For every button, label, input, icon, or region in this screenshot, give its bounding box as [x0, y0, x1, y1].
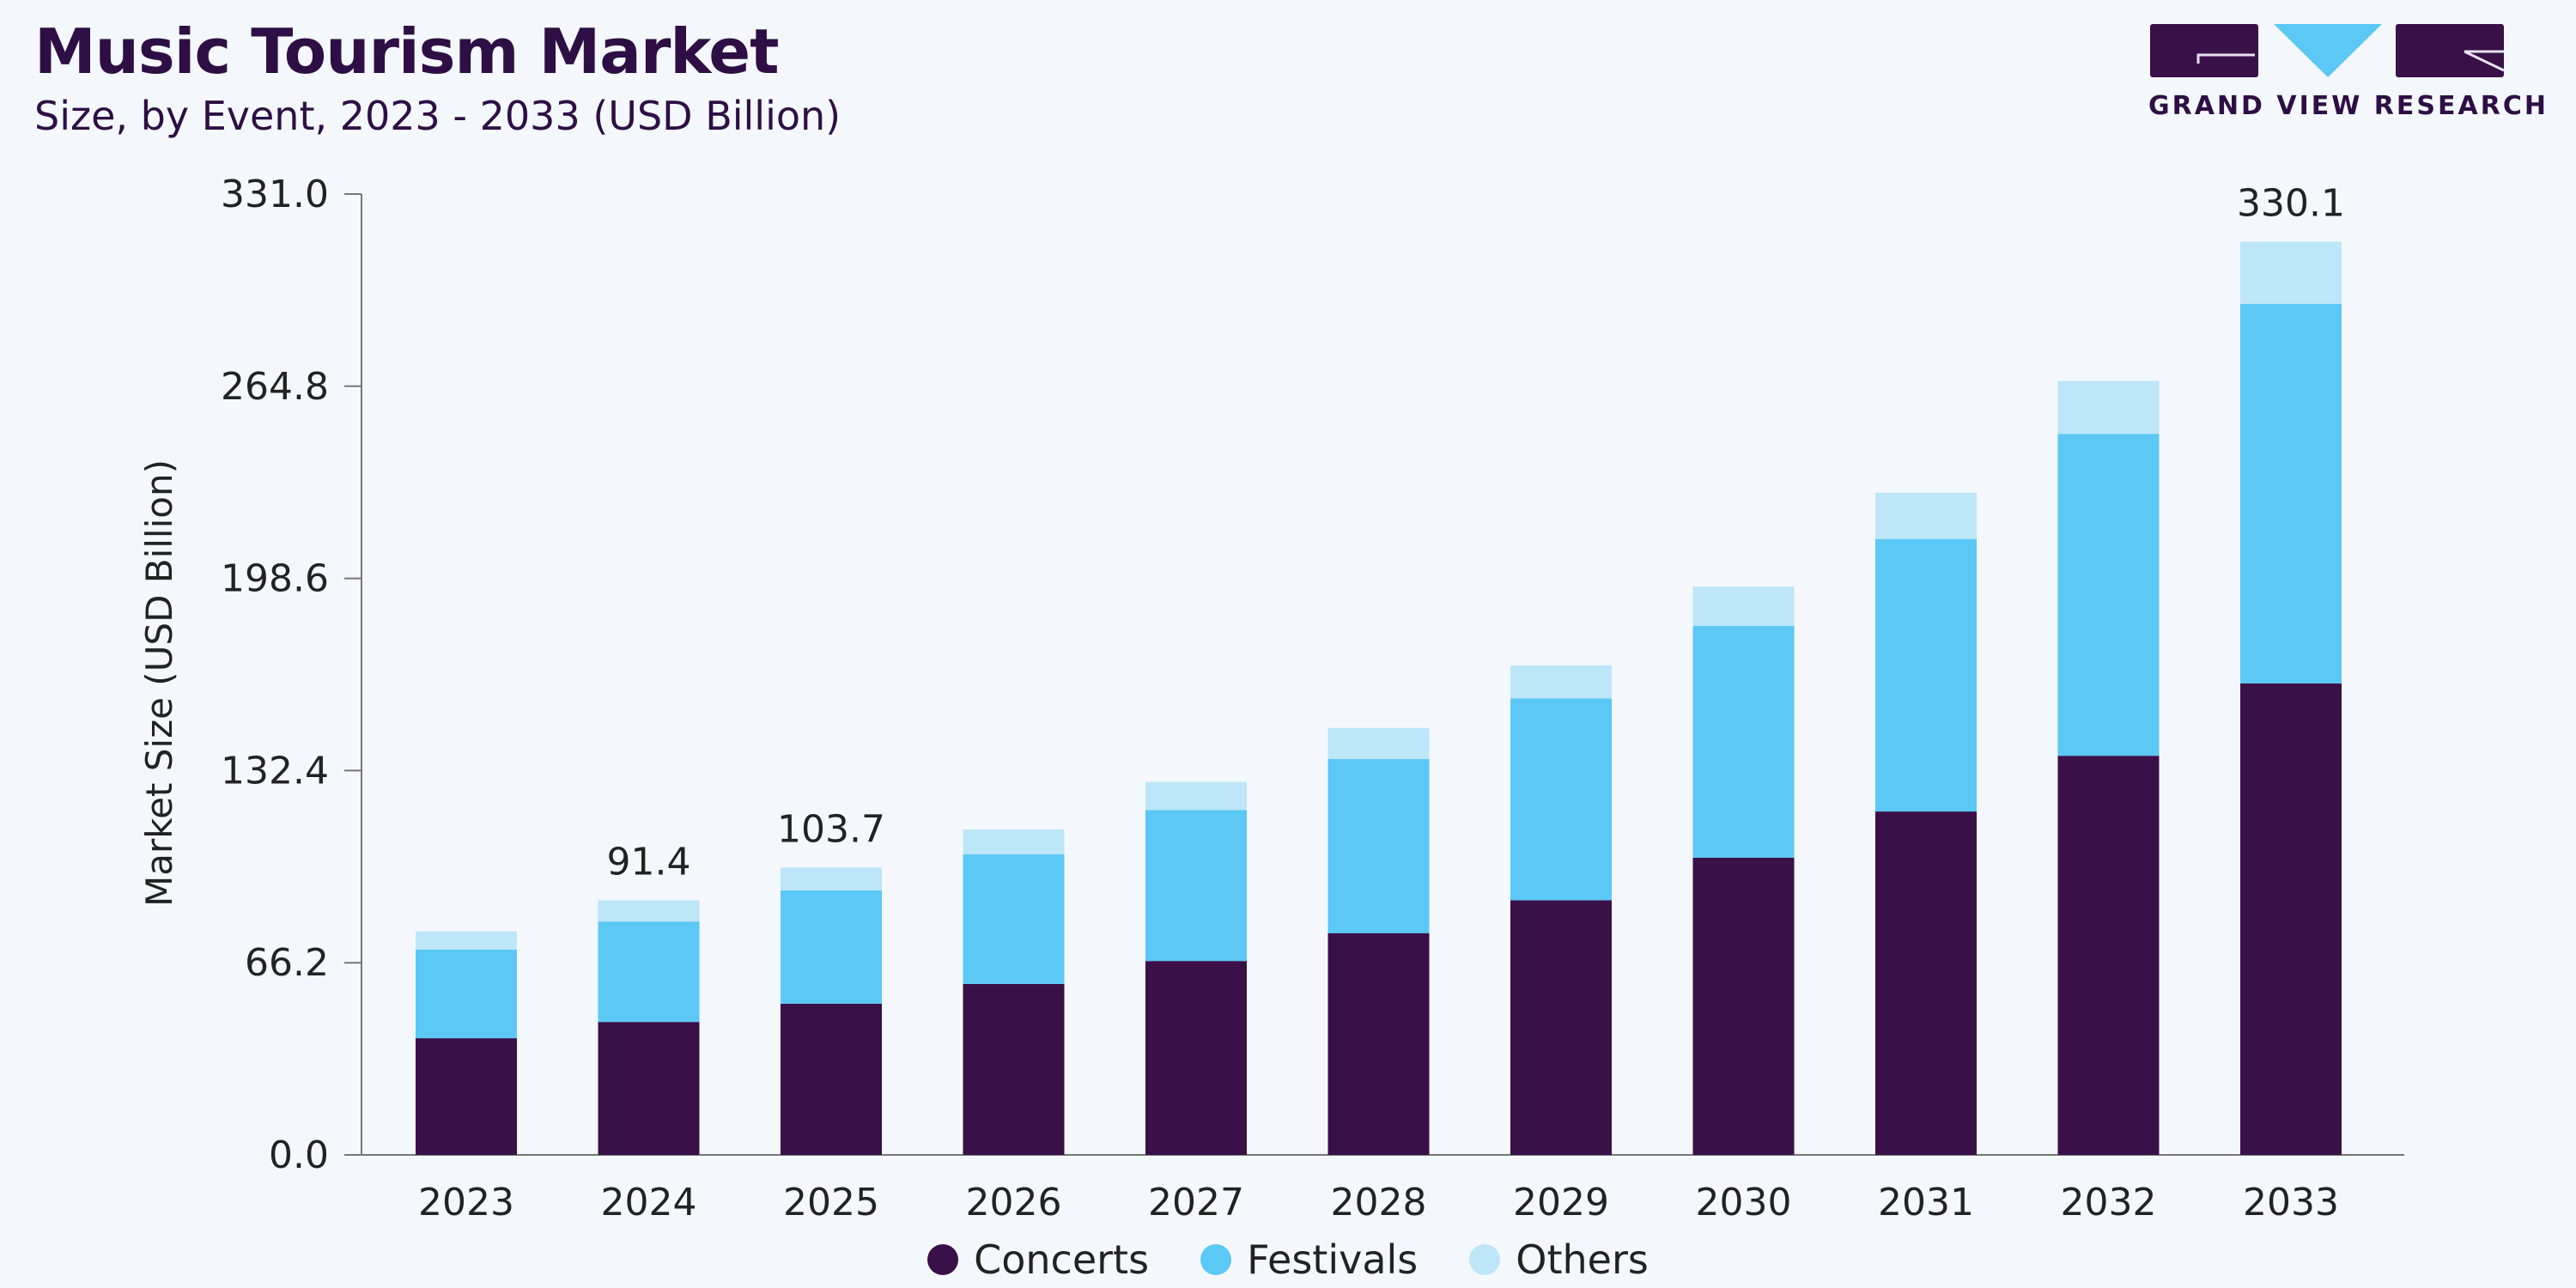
x-tick-label: 2028	[1331, 1181, 1427, 1224]
bar-festivals-2023	[416, 949, 517, 1039]
legend-label: Others	[1516, 1236, 1649, 1283]
bar-concerts-2030	[1692, 857, 1795, 1155]
y-axis-title: Market Size (USD Billion)	[138, 459, 180, 907]
grand-view-research-logo	[2150, 24, 2505, 77]
legend-swatch	[1469, 1244, 1501, 1275]
y-tick-label: 264.8	[221, 365, 329, 409]
bar-others-2029	[1510, 665, 1612, 699]
bar-festivals-2032	[2057, 434, 2160, 756]
bar-concerts-2029	[1510, 900, 1612, 1155]
x-tick-label: 2032	[2061, 1181, 2157, 1224]
x-tick-label: 2025	[783, 1181, 879, 1224]
bar-others-2027	[1145, 781, 1247, 811]
bar-festivals-2025	[781, 890, 882, 1004]
x-tick-label: 2029	[1513, 1181, 1609, 1224]
bar-festivals-2029	[1510, 698, 1612, 901]
x-tick-label: 2026	[966, 1181, 1062, 1224]
bar-others-2023	[416, 931, 517, 950]
bar-festivals-2033	[2240, 303, 2342, 683]
x-tick-label: 2023	[418, 1181, 514, 1224]
legend-item-concerts: Concerts	[927, 1236, 1149, 1283]
bar-others-2030	[1692, 586, 1795, 627]
x-tick-label: 2033	[2243, 1181, 2339, 1224]
bar-festivals-2028	[1327, 758, 1430, 933]
chart-title: Music Tourism Market	[34, 15, 780, 88]
bar-festivals-2024	[598, 921, 700, 1023]
bar-concerts-2026	[963, 983, 1065, 1155]
bar-festivals-2027	[1145, 810, 1247, 962]
data-label-2024: 91.4	[607, 841, 691, 884]
bar-concerts-2025	[781, 1003, 882, 1155]
bar-concerts-2031	[1875, 811, 1977, 1155]
data-label-2033: 330.1	[2237, 181, 2345, 225]
legend-swatch	[927, 1244, 959, 1275]
bar-others-2025	[781, 867, 882, 891]
bar-concerts-2032	[2057, 756, 2160, 1155]
bar-others-2026	[963, 829, 1065, 854]
bar-others-2031	[1875, 492, 1977, 539]
legend: Concerts Festivals Others	[0, 1236, 2576, 1283]
bar-others-2024	[598, 900, 700, 922]
legend-label: Festivals	[1247, 1236, 1419, 1283]
data-label-2025: 103.7	[777, 807, 885, 851]
bar-others-2032	[2057, 380, 2160, 434]
bar-concerts-2033	[2240, 683, 2342, 1155]
bar-concerts-2027	[1145, 961, 1247, 1155]
y-tick-label: 0.0	[269, 1133, 329, 1177]
legend-label: Concerts	[974, 1236, 1150, 1283]
bar-festivals-2026	[963, 854, 1065, 984]
legend-item-festivals: Festivals	[1200, 1236, 1418, 1283]
y-tick-label: 331.0	[221, 173, 329, 216]
y-tick-label: 66.2	[245, 941, 329, 985]
y-tick-label: 132.4	[221, 749, 329, 793]
bar-concerts-2024	[598, 1022, 700, 1155]
bar-concerts-2023	[416, 1038, 517, 1155]
legend-item-others: Others	[1469, 1236, 1649, 1283]
bar-festivals-2031	[1875, 538, 1977, 812]
chart-subtitle: Size, by Event, 2023 - 2033 (USD Billion…	[34, 93, 841, 139]
bar-festivals-2030	[1692, 626, 1795, 858]
x-tick-label: 2030	[1696, 1181, 1792, 1224]
bar-others-2033	[2240, 241, 2342, 304]
x-tick-label: 2027	[1148, 1181, 1244, 1224]
x-tick-label: 2024	[601, 1181, 697, 1224]
bar-others-2028	[1327, 727, 1430, 759]
logo-text: GRAND VIEW RESEARCH	[2148, 91, 2549, 121]
legend-swatch	[1200, 1244, 1232, 1275]
x-tick-label: 2031	[1878, 1181, 1974, 1224]
y-tick-label: 198.6	[221, 557, 329, 601]
bar-concerts-2028	[1327, 933, 1430, 1155]
